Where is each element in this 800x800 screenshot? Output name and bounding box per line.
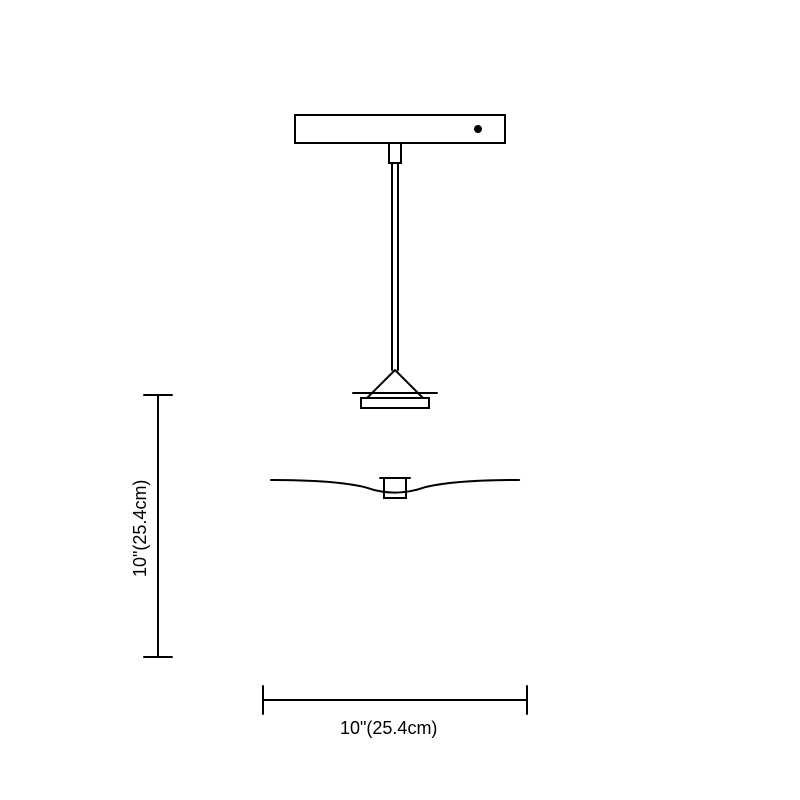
diagram-stage: 10"(25.4cm) 10"(25.4cm): [0, 0, 800, 800]
lamp-dimension-drawing: [0, 0, 800, 800]
height-dimension-label: 10"(25.4cm): [130, 480, 151, 577]
width-dimension-label: 10"(25.4cm): [340, 718, 437, 739]
